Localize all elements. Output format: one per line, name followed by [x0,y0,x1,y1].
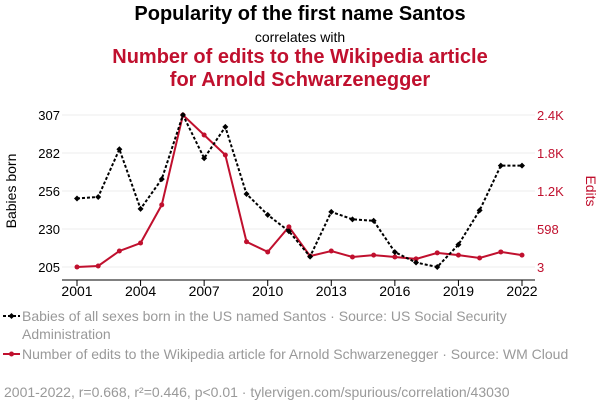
legend-item-edits: Number of edits to the Wikipedia article… [22,346,569,362]
data-point-santos [137,205,144,212]
data-point-santos [519,162,525,169]
data-point-santos [328,208,335,215]
data-point-edits [498,249,504,255]
data-point-santos [434,264,441,270]
x-tick-label: 2013 [316,283,347,299]
data-point-edits [477,255,483,261]
data-point-santos [116,146,123,153]
x-tick-label: 2007 [189,283,220,299]
data-point-santos [370,217,377,224]
data-point-edits [434,250,440,256]
title2-line-1: Number of edits to the Wikipedia article [112,46,488,68]
data-point-edits [222,152,228,158]
data-point-santos [285,228,292,235]
x-tick-label: 2004 [125,283,156,299]
y-tick-right: 1.2K [537,184,564,199]
data-point-edits [371,252,377,258]
y-tick-left: 282 [38,146,60,161]
chart-subtitle: correlates with [254,29,346,45]
series-line-edits [76,113,523,268]
y-tick-right: 1.8K [537,146,564,161]
x-tick-label: 2022 [506,283,537,299]
data-point-santos [201,155,208,162]
data-point-edits [328,248,334,254]
y-tick-right: 598 [537,222,559,237]
data-point-santos [307,253,314,260]
series-line-santos [76,112,522,269]
data-point-edits [159,202,165,208]
data-point-edits [138,240,144,246]
data-point-santos [476,207,483,214]
data-point-edits [74,264,80,270]
x-tick-label: 2019 [443,283,474,299]
data-point-santos [264,211,271,218]
x-tick-label: 2001 [61,283,92,299]
data-point-edits [265,249,271,255]
data-point-edits [392,254,398,260]
x-tick-label: 2010 [252,283,283,299]
data-point-santos [391,249,398,256]
data-point-santos [349,216,356,223]
data-point-santos [95,193,102,200]
data-point-santos [243,190,250,197]
y-tick-left: 205 [38,260,60,275]
y-tick-left: 256 [38,184,60,199]
y-tick-left: 307 [38,108,60,123]
legend-item-santos: Babies of all sexes born in the US named… [22,308,507,342]
data-point-santos [455,241,462,248]
title2-line-2: for Arnold Schwarzenegger [169,69,431,91]
data-point-santos [74,195,80,202]
data-point-edits [116,248,122,254]
data-point-santos [413,259,420,266]
chart-title: Popularity of the first name Santos [134,3,466,25]
data-point-santos [179,112,186,118]
y-axis-label-left: Babies born [3,154,19,229]
data-point-edits [201,132,207,138]
data-point-edits [413,256,419,262]
data-point-edits [286,224,292,230]
data-point-edits [519,252,525,258]
data-point-edits [95,263,101,269]
y-tick-left: 230 [38,222,60,237]
footer-note: 2001-2022, r=0.668, r²=0.446, p<0.01 · t… [4,384,510,400]
x-tick-label: 2016 [379,283,410,299]
chart-title-2: Number of edits to the Wikipedia article… [0,46,600,92]
y-tick-right: 2.4K [537,108,564,123]
y-tick-right: 3 [537,260,544,275]
data-point-santos [497,162,504,169]
legend-dot-edits [9,351,14,357]
data-point-santos [158,176,165,183]
data-point-santos [222,123,229,130]
data-point-edits [244,239,250,245]
data-point-edits [455,252,461,258]
y-axis-label-right: Edits [583,175,599,206]
data-point-edits [349,254,355,260]
legend-diamond-santos [8,313,15,319]
